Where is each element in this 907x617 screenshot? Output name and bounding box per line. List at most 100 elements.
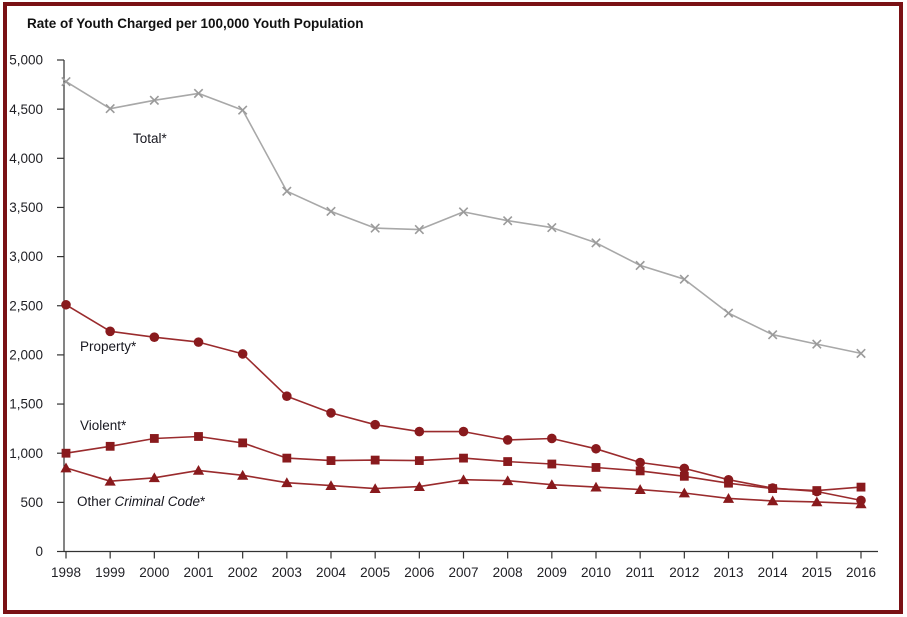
circle-marker xyxy=(326,408,336,418)
square-marker xyxy=(503,457,513,466)
square-marker xyxy=(679,471,689,481)
x-marker xyxy=(679,274,690,284)
series-other-criminal-code xyxy=(60,462,867,509)
x-marker xyxy=(591,238,601,248)
triangle-marker xyxy=(722,493,735,503)
circle-marker xyxy=(149,332,160,343)
x-tick-label: 2008 xyxy=(493,565,523,580)
series-total xyxy=(61,76,866,359)
series-label-other-criminal-code: Other Criminal Code* xyxy=(77,494,205,509)
y-tick-label: 2,500 xyxy=(9,298,43,313)
x-marker xyxy=(812,339,822,349)
x-marker xyxy=(723,308,734,318)
triangle-marker xyxy=(767,495,779,506)
triangle-marker xyxy=(369,483,381,493)
circle-marker xyxy=(591,443,601,454)
square-marker xyxy=(856,482,866,492)
square-marker xyxy=(194,432,203,441)
triangle-marker xyxy=(590,481,602,492)
y-tick-label: 500 xyxy=(20,495,43,510)
y-tick-label: 4,000 xyxy=(9,151,43,166)
circle-marker xyxy=(679,463,690,474)
x-marker xyxy=(193,88,204,99)
x-tick-label: 2016 xyxy=(846,565,876,580)
triangle-marker xyxy=(546,479,558,490)
circle-marker xyxy=(458,426,469,437)
triangle-marker xyxy=(237,469,249,480)
circle-marker xyxy=(282,391,292,401)
x-tick-label: 2007 xyxy=(448,565,478,580)
series-label-total: Total* xyxy=(133,131,167,146)
x-marker xyxy=(237,105,248,115)
circle-marker xyxy=(547,433,557,444)
triangle-marker xyxy=(148,472,160,483)
circle-marker xyxy=(635,457,645,468)
square-marker xyxy=(768,484,778,493)
other-label-italic: Criminal Code xyxy=(114,494,201,509)
x-tick-label: 2014 xyxy=(758,565,789,580)
circle-marker xyxy=(414,426,425,437)
x-marker xyxy=(414,224,425,235)
x-marker xyxy=(547,222,557,233)
square-marker xyxy=(812,486,822,495)
triangle-marker xyxy=(413,481,425,492)
x-tick-label: 2012 xyxy=(669,565,699,580)
series-label-violent: Violent* xyxy=(80,418,127,433)
square-marker xyxy=(149,434,159,443)
x-marker xyxy=(856,348,866,359)
square-marker xyxy=(547,459,557,469)
y-tick-label: 1,500 xyxy=(9,397,43,412)
triangle-marker xyxy=(502,475,514,486)
square-marker xyxy=(459,453,468,463)
triangle-marker xyxy=(634,484,646,494)
x-tick-label: 2013 xyxy=(713,565,743,580)
square-marker xyxy=(635,466,645,476)
circle-marker xyxy=(370,419,380,430)
series-line-total xyxy=(65,80,862,355)
y-tick-label: 3,000 xyxy=(9,249,43,264)
square-marker xyxy=(326,456,336,465)
x-tick-label: 2009 xyxy=(537,565,567,580)
x-marker xyxy=(767,329,778,340)
x-marker xyxy=(61,76,71,87)
triangle-marker xyxy=(678,487,690,498)
triangle-marker xyxy=(192,465,205,475)
y-tick-label: 2,000 xyxy=(9,348,43,363)
triangle-marker xyxy=(325,480,337,491)
x-tick-label: 2004 xyxy=(316,565,347,580)
x-tick-label: 1999 xyxy=(95,565,125,580)
circle-marker xyxy=(193,337,204,347)
triangle-marker xyxy=(855,498,867,509)
x-tick-label: 2010 xyxy=(581,565,611,580)
square-marker xyxy=(724,478,733,488)
other-label-suffix: * xyxy=(200,494,206,509)
y-tick-label: 1,000 xyxy=(9,446,43,461)
x-tick-label: 2002 xyxy=(228,565,258,580)
triangle-marker xyxy=(281,477,293,488)
series-line-property xyxy=(65,304,862,502)
chart-title: Rate of Youth Charged per 100,000 Youth … xyxy=(27,16,364,31)
axes xyxy=(63,60,878,553)
x-marker xyxy=(458,207,469,217)
triangle-marker xyxy=(104,475,116,486)
x-tick-label: 1998 xyxy=(51,565,81,580)
x-tick-label: 2003 xyxy=(272,565,302,580)
other-label-prefix: Other xyxy=(77,494,115,509)
circle-marker xyxy=(105,326,115,337)
y-tick-label: 5,000 xyxy=(9,53,43,68)
x-tick-label: 2000 xyxy=(139,565,169,580)
triangle-marker xyxy=(457,474,470,485)
x-marker xyxy=(502,215,513,226)
x-tick-label: 2015 xyxy=(802,565,832,580)
triangle-marker xyxy=(60,462,72,473)
circle-marker xyxy=(61,299,71,310)
x-marker xyxy=(326,206,336,217)
square-marker xyxy=(105,441,115,451)
square-marker xyxy=(370,455,380,465)
x-marker xyxy=(149,95,160,106)
y-tick-label: 3,500 xyxy=(9,200,43,215)
x-marker xyxy=(370,223,380,233)
x-marker xyxy=(105,103,115,114)
